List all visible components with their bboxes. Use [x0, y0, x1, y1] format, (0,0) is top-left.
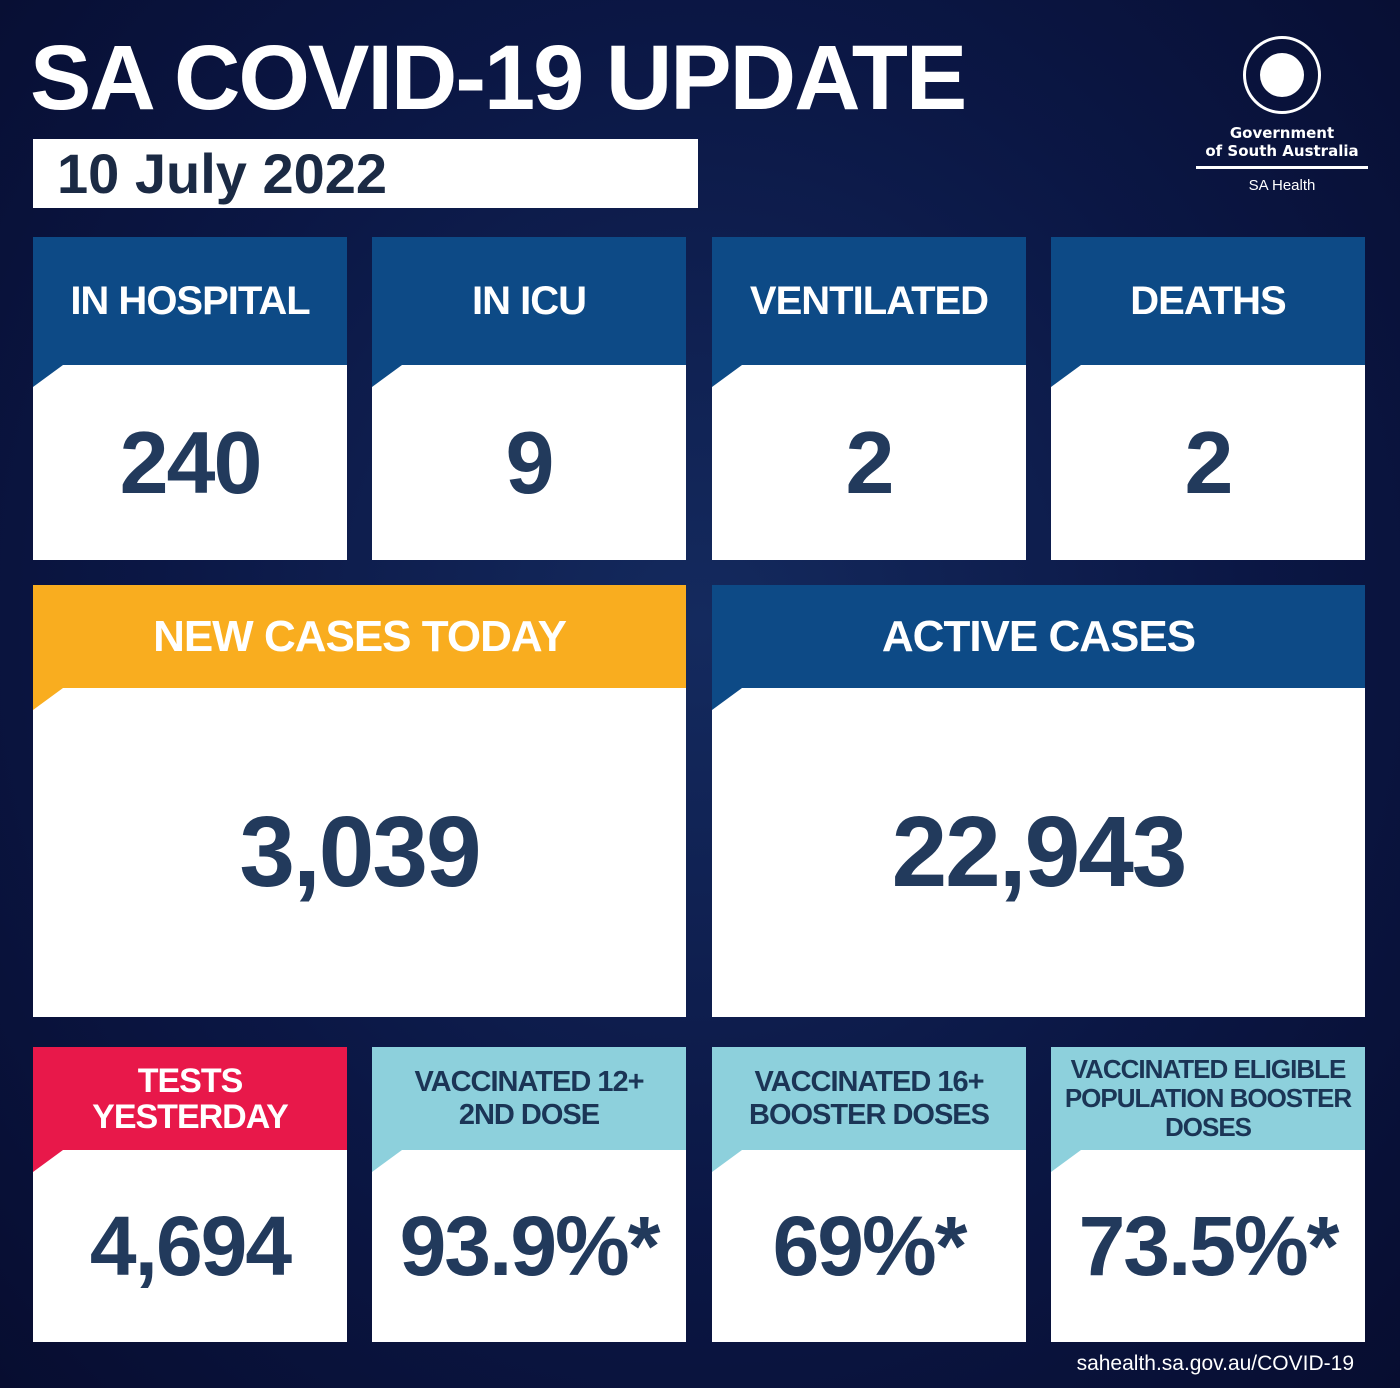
stat-label: VENTILATED	[712, 237, 1026, 365]
active-cases-value: 22,943	[891, 796, 1188, 908]
vaccinated-12-label: VACCINATED 12+ 2ND DOSE	[372, 1047, 686, 1150]
new-cases-value: 3,039	[239, 796, 481, 908]
sa-seal-icon	[1243, 36, 1321, 114]
vaccinated-eligible-card: VACCINATED ELIGIBLE POPULATION BOOSTER D…	[1051, 1047, 1365, 1342]
logo-line2: of South Australia	[1205, 142, 1359, 160]
active-cases-card: ACTIVE CASES 22,943	[712, 585, 1365, 1017]
stat-value: 9	[505, 412, 555, 512]
stat-label: IN HOSPITAL	[33, 237, 347, 365]
stat-label: DEATHS	[1051, 237, 1365, 365]
vaccinated-16-card: VACCINATED 16+ BOOSTER DOSES 69%*	[712, 1047, 1026, 1342]
logo-divider	[1196, 166, 1368, 169]
date-label: 10 July 2022	[33, 139, 698, 208]
tests-card: TESTS YESTERDAY 4,694	[33, 1047, 347, 1342]
active-cases-label: ACTIVE CASES	[712, 585, 1365, 688]
new-cases-card: NEW CASES TODAY 3,039	[33, 585, 686, 1017]
stat-card-deaths: DEATHS 2	[1051, 237, 1365, 560]
vaccinated-16-value: 69%*	[772, 1198, 968, 1293]
stat-value: 2	[1184, 412, 1234, 512]
logo-line1: Government	[1229, 124, 1335, 142]
sa-government-logo: Government of South Australia SA Health	[1196, 36, 1368, 194]
stat-value: 240	[119, 412, 263, 512]
vaccinated-16-label: VACCINATED 16+ BOOSTER DOSES	[712, 1047, 1026, 1150]
page-title: SA COVID-19 UPDATE	[30, 27, 967, 129]
stat-card-ventilated: VENTILATED 2	[712, 237, 1026, 560]
stat-value: 2	[845, 412, 895, 512]
vaccinated-12-value: 93.9%*	[399, 1198, 661, 1293]
tests-label: TESTS YESTERDAY	[33, 1047, 347, 1150]
vaccinated-eligible-label: VACCINATED ELIGIBLE POPULATION BOOSTER D…	[1051, 1047, 1365, 1150]
logo-sa-health: SA Health	[1248, 177, 1316, 194]
vaccinated-eligible-value: 73.5%*	[1078, 1198, 1340, 1293]
new-cases-label: NEW CASES TODAY	[33, 585, 686, 688]
stat-card-in-icu: IN ICU 9	[372, 237, 686, 560]
tests-value: 4,694	[89, 1198, 292, 1293]
stat-label: IN ICU	[372, 237, 686, 365]
stat-card-in-hospital: IN HOSPITAL 240	[33, 237, 347, 560]
footer-url: sahealth.sa.gov.au/COVID-19	[1076, 1352, 1354, 1375]
logo-text: Government of South Australia	[1196, 124, 1368, 160]
vaccinated-12-card: VACCINATED 12+ 2ND DOSE 93.9%*	[372, 1047, 686, 1342]
